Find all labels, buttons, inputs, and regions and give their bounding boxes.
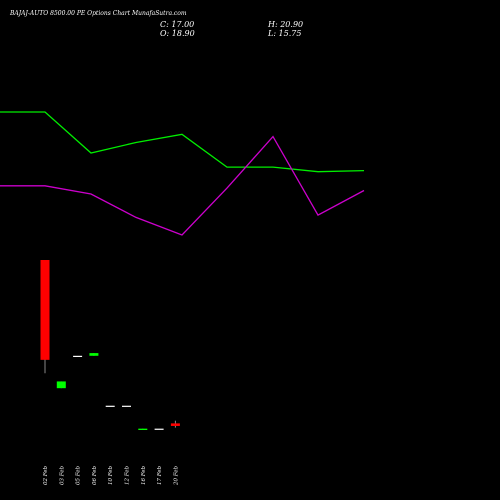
low-value: L: 15.75 bbox=[268, 29, 302, 38]
candle-body bbox=[105, 405, 115, 407]
x-tick-label: 16 Feb bbox=[141, 465, 147, 485]
candle-body bbox=[56, 381, 66, 389]
x-tick-label: 03 Feb bbox=[59, 465, 65, 485]
x-tick-label: 06 Feb bbox=[92, 465, 98, 485]
candle-body bbox=[122, 405, 131, 407]
series-line-green bbox=[0, 111, 365, 173]
candle-body bbox=[73, 355, 83, 357]
series-line-magenta bbox=[0, 135, 365, 236]
candle-body bbox=[40, 260, 50, 360]
candle-body bbox=[138, 428, 148, 430]
high-value: H: 20.90 bbox=[268, 20, 304, 29]
x-tick-label: 17 Feb bbox=[157, 465, 163, 485]
open-value: O: 18.90 bbox=[160, 29, 195, 38]
x-tick-label: 05 Feb bbox=[76, 465, 82, 485]
x-tick-label: 10 Feb bbox=[108, 465, 114, 485]
chart-title: BAJAJ-AUTO 8500.00 PE Options Chart Muna… bbox=[10, 10, 187, 17]
x-tick-label: 20 Feb bbox=[173, 465, 179, 486]
candle-body bbox=[154, 428, 164, 430]
x-tick-label: 12 Feb bbox=[125, 465, 131, 485]
close-value: C: 17.00 bbox=[160, 20, 195, 29]
candle-body bbox=[89, 353, 99, 356]
candle-body bbox=[170, 423, 180, 426]
x-tick-label: 02 Feb bbox=[43, 465, 49, 485]
